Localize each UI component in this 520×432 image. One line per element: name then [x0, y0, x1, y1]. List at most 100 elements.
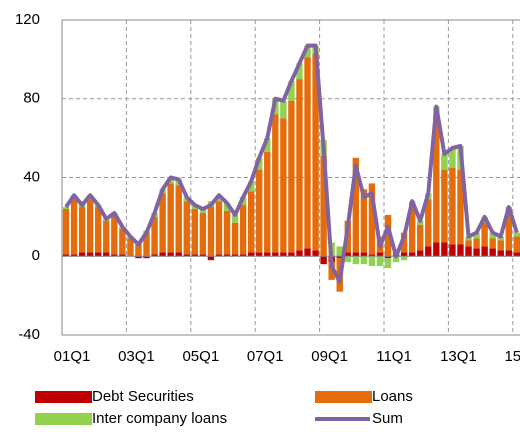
bar: [376, 252, 384, 257]
x-tick-label: 03Q1: [118, 348, 155, 365]
bar: [272, 252, 279, 257]
y-tick-label: 120: [15, 11, 40, 28]
bar: [247, 191, 255, 253]
bar: [175, 252, 182, 257]
plot-border: [61, 19, 520, 336]
bar: [95, 252, 102, 257]
bar: [304, 248, 311, 257]
bar: [425, 199, 432, 247]
bar: [199, 212, 207, 255]
bar: [264, 151, 271, 253]
bar: [167, 183, 174, 253]
bar: [207, 256, 215, 261]
bar: [352, 252, 360, 257]
bar: [481, 246, 488, 257]
x-tick-label: 01Q1: [54, 348, 91, 365]
bar: [191, 209, 199, 255]
bar: [127, 238, 134, 257]
bar: [288, 100, 295, 253]
bar: [433, 242, 440, 257]
bar: [70, 199, 78, 255]
bar: [151, 254, 158, 257]
bar: [497, 250, 504, 257]
bar: [465, 240, 472, 247]
bar: [86, 199, 94, 253]
bar: [111, 254, 118, 257]
x-tick-label: 15Q1: [504, 348, 520, 365]
bar: [231, 254, 239, 257]
x-tick-label: 11Q1: [376, 348, 412, 365]
bar: [264, 138, 271, 152]
bar: [119, 228, 126, 255]
bar: [231, 222, 239, 255]
bar: [272, 114, 279, 253]
bar: [505, 212, 512, 251]
bar: [280, 118, 287, 253]
legend-swatch: [315, 391, 372, 403]
legend-label: Sum: [372, 410, 403, 427]
bar: [223, 203, 231, 211]
bar: [505, 250, 512, 257]
bar: [119, 254, 126, 257]
bar: [336, 246, 343, 257]
bar: [239, 254, 247, 257]
bar: [368, 256, 376, 267]
bar: [465, 246, 472, 257]
bar: [400, 252, 408, 257]
bar: [449, 147, 456, 168]
bar: [62, 254, 70, 257]
bar: [247, 252, 255, 257]
bar: [62, 209, 70, 255]
bar: [207, 207, 215, 257]
bar: [280, 100, 287, 119]
bar: [280, 252, 287, 257]
x-tick-label: 13Q1: [440, 348, 477, 365]
bar: [215, 254, 223, 257]
bar: [473, 248, 480, 257]
bar: [408, 252, 416, 257]
bar: [62, 207, 70, 209]
bar: [296, 79, 303, 251]
bar: [78, 252, 86, 257]
bar: [360, 252, 368, 257]
bar: [304, 57, 311, 249]
bar: [256, 252, 263, 257]
bar: [384, 256, 392, 259]
bar: [449, 167, 456, 245]
bar: [384, 258, 392, 269]
bar: [336, 256, 343, 259]
bar: [449, 244, 456, 257]
bar: [328, 262, 335, 280]
bar: [183, 254, 190, 257]
bar: [513, 236, 520, 253]
y-tick-label: 80: [23, 90, 40, 107]
bar: [95, 207, 102, 253]
bar: [384, 214, 392, 257]
bar: [400, 232, 408, 253]
bar: [151, 216, 158, 255]
bar: [143, 256, 150, 259]
bar: [441, 153, 448, 170]
bar: [135, 244, 142, 257]
bar: [312, 250, 319, 257]
bar: [408, 203, 416, 253]
bar: [320, 155, 327, 257]
bar: [256, 169, 263, 253]
bar: [457, 244, 464, 257]
bar: [360, 189, 368, 253]
bar: [103, 252, 110, 257]
bar: [497, 240, 504, 251]
bar: [312, 53, 319, 251]
bar: [417, 250, 424, 257]
bar: [473, 232, 480, 239]
bar: [264, 252, 271, 257]
bar: [513, 252, 520, 257]
bar: [135, 256, 142, 259]
bar: [376, 256, 384, 267]
bar: [425, 246, 432, 257]
bar: [247, 181, 255, 192]
y-tick-label: -40: [18, 326, 40, 343]
bar: [400, 256, 408, 261]
bar: [183, 201, 190, 255]
